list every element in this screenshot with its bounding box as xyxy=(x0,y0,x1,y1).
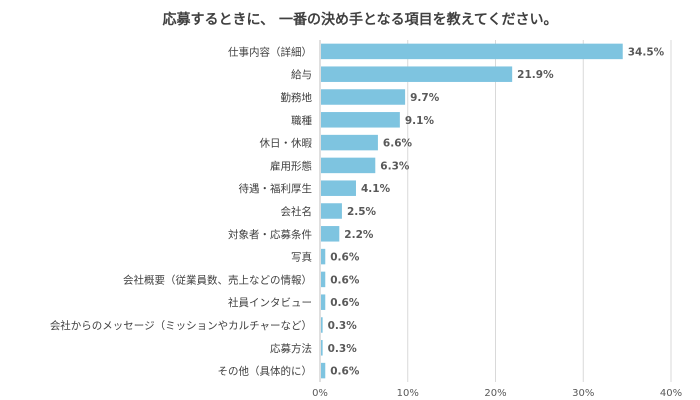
value-label: 9.7% xyxy=(410,92,440,104)
category-label: 応募方法 xyxy=(270,342,312,355)
value-label: 21.9% xyxy=(517,69,554,81)
category-label: 会社からのメッセージ（ミッションやカルチャーなど） xyxy=(50,319,312,332)
value-label: 0.3% xyxy=(328,320,358,332)
value-labels: 34.5% 21.9% 9.7% 9.1% 6.6% 6.3% 4.1% 2.5% 2.2% 0.… xyxy=(328,46,665,377)
bar xyxy=(321,226,340,242)
bar xyxy=(321,89,406,105)
value-label: 6.3% xyxy=(380,160,410,172)
x-tick-label: 30% xyxy=(572,388,594,399)
value-label: 0.6% xyxy=(330,274,360,286)
category-label: その他（具体的に） xyxy=(218,365,313,378)
x-axis-ticks: 0% 10% 20% 30% 40% xyxy=(312,388,682,399)
category-label: 待遇・福利厚生 xyxy=(239,182,313,195)
bar xyxy=(321,43,623,60)
bar xyxy=(321,271,326,288)
category-label: 対象者・応募条件 xyxy=(228,228,312,241)
bars xyxy=(321,43,623,379)
category-label: 勤務地 xyxy=(281,91,313,104)
category-label: 仕事内容（詳細） xyxy=(228,45,312,58)
category-label: 写真 xyxy=(291,251,312,264)
bar xyxy=(321,157,376,174)
x-tick-label: 0% xyxy=(312,388,328,399)
value-label: 0.3% xyxy=(328,343,358,355)
x-tick-label: 40% xyxy=(660,388,682,399)
x-tick-label: 20% xyxy=(484,388,506,399)
value-label: 34.5% xyxy=(628,46,665,58)
bar xyxy=(321,112,400,128)
gridlines xyxy=(319,40,672,382)
value-label: 0.6% xyxy=(330,366,360,378)
bar xyxy=(321,294,326,310)
bar xyxy=(321,340,323,356)
value-label: 0.6% xyxy=(330,297,360,309)
category-label: 雇用形態 xyxy=(270,159,312,172)
bar xyxy=(321,66,513,82)
chart-title: 応募するときに、 一番の決め手となる項目を教えてください。 xyxy=(163,11,558,28)
category-labels: 仕事内容（詳細） 給与勤務地職種休日・休暇雇用形態待遇・福利厚生会社名対象者・応募… xyxy=(50,45,313,377)
value-label: 9.1% xyxy=(405,115,435,127)
bar xyxy=(321,248,326,265)
bar xyxy=(321,203,342,219)
category-label: 社員インタビュー xyxy=(228,296,312,309)
value-label: 2.2% xyxy=(344,229,374,241)
value-label: 6.6% xyxy=(383,138,413,150)
category-label: 会社名 xyxy=(281,205,313,218)
x-tick-label: 10% xyxy=(397,388,419,399)
category-label: 会社概要（従業員数、売上などの情報） xyxy=(123,273,312,286)
bar xyxy=(321,317,323,333)
category-label: 給与 xyxy=(291,68,312,81)
value-label: 4.1% xyxy=(361,183,391,195)
category-label: 休日・休暇 xyxy=(260,138,313,150)
bar xyxy=(321,362,326,379)
value-label: 2.5% xyxy=(347,206,377,218)
bar xyxy=(321,180,356,196)
category-label: 職種 xyxy=(291,114,312,127)
bar xyxy=(321,134,378,151)
value-label: 0.6% xyxy=(330,252,360,264)
